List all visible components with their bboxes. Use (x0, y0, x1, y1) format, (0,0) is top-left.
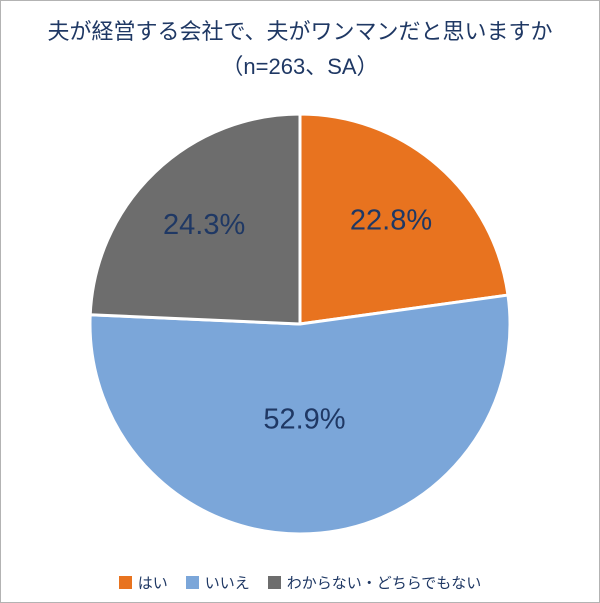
legend-swatch-2 (267, 576, 281, 589)
slice-label-0: 22.8% (350, 205, 432, 237)
legend-label-0: はい (137, 575, 168, 592)
legend-label-2: わからない・どちらでもない (286, 575, 482, 592)
legend-item-2: わからない・どちらでもない (267, 572, 482, 593)
legend-label-1: いいえ (204, 575, 250, 592)
slice-label-1: 52.9% (263, 404, 345, 436)
legend-item-1: いいえ (185, 572, 250, 593)
legend: はい いいえ わからない・どちらでもない (1, 572, 599, 593)
legend-swatch-0 (118, 576, 132, 589)
pie-chart: 22.8% 52.9% 24.3% (88, 112, 512, 536)
pie-slice-1 (88, 293, 512, 536)
pie-slice-0 (298, 112, 510, 326)
chart-title: 夫が経営する会社で、夫がワンマンだと思いますか （n=263、SA） (1, 1, 599, 84)
slice-label-2: 24.3% (163, 209, 245, 241)
chart-title-line1: 夫が経営する会社で、夫がワンマンだと思いますか (47, 19, 553, 44)
legend-item-0: はい (118, 572, 168, 593)
legend-swatch-1 (185, 576, 199, 589)
pie-slice-2 (88, 112, 302, 326)
chart-title-line2: （n=263、SA） (221, 54, 379, 79)
pie-chart-area: 22.8% 52.9% 24.3% (80, 104, 520, 544)
